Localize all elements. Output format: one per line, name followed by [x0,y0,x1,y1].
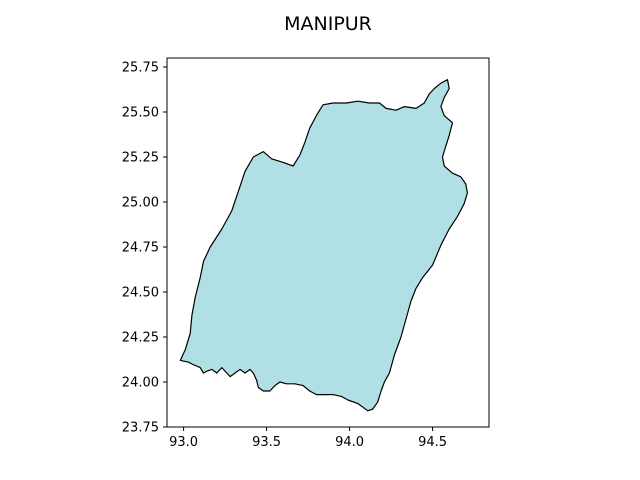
manipur-boundary [179,79,468,412]
y-tick-label: 23.75 [122,421,159,436]
y-tick-label: 24.50 [122,286,159,301]
x-tick-label: 94.5 [418,435,447,450]
y-tick-label: 25.00 [122,196,159,211]
y-tick-label: 25.75 [122,61,159,76]
x-axis: 93.0 93.5 94.0 94.5 [169,427,447,450]
y-tick-label: 24.25 [122,331,159,346]
chart-title: MANIPUR [284,13,372,35]
axes-frame [166,57,490,428]
y-tick-label: 24.00 [122,376,159,391]
y-axis: 23.75 24.00 24.25 24.50 24.75 25.00 25.25 25.50… [122,61,167,436]
x-tick-label: 94.0 [335,435,364,450]
y-tick-label: 25.50 [122,106,159,121]
x-tick-label: 93.0 [169,435,198,450]
x-tick-label: 93.5 [252,435,281,450]
y-tick-label: 24.75 [122,241,159,256]
y-tick-label: 25.25 [122,151,159,166]
